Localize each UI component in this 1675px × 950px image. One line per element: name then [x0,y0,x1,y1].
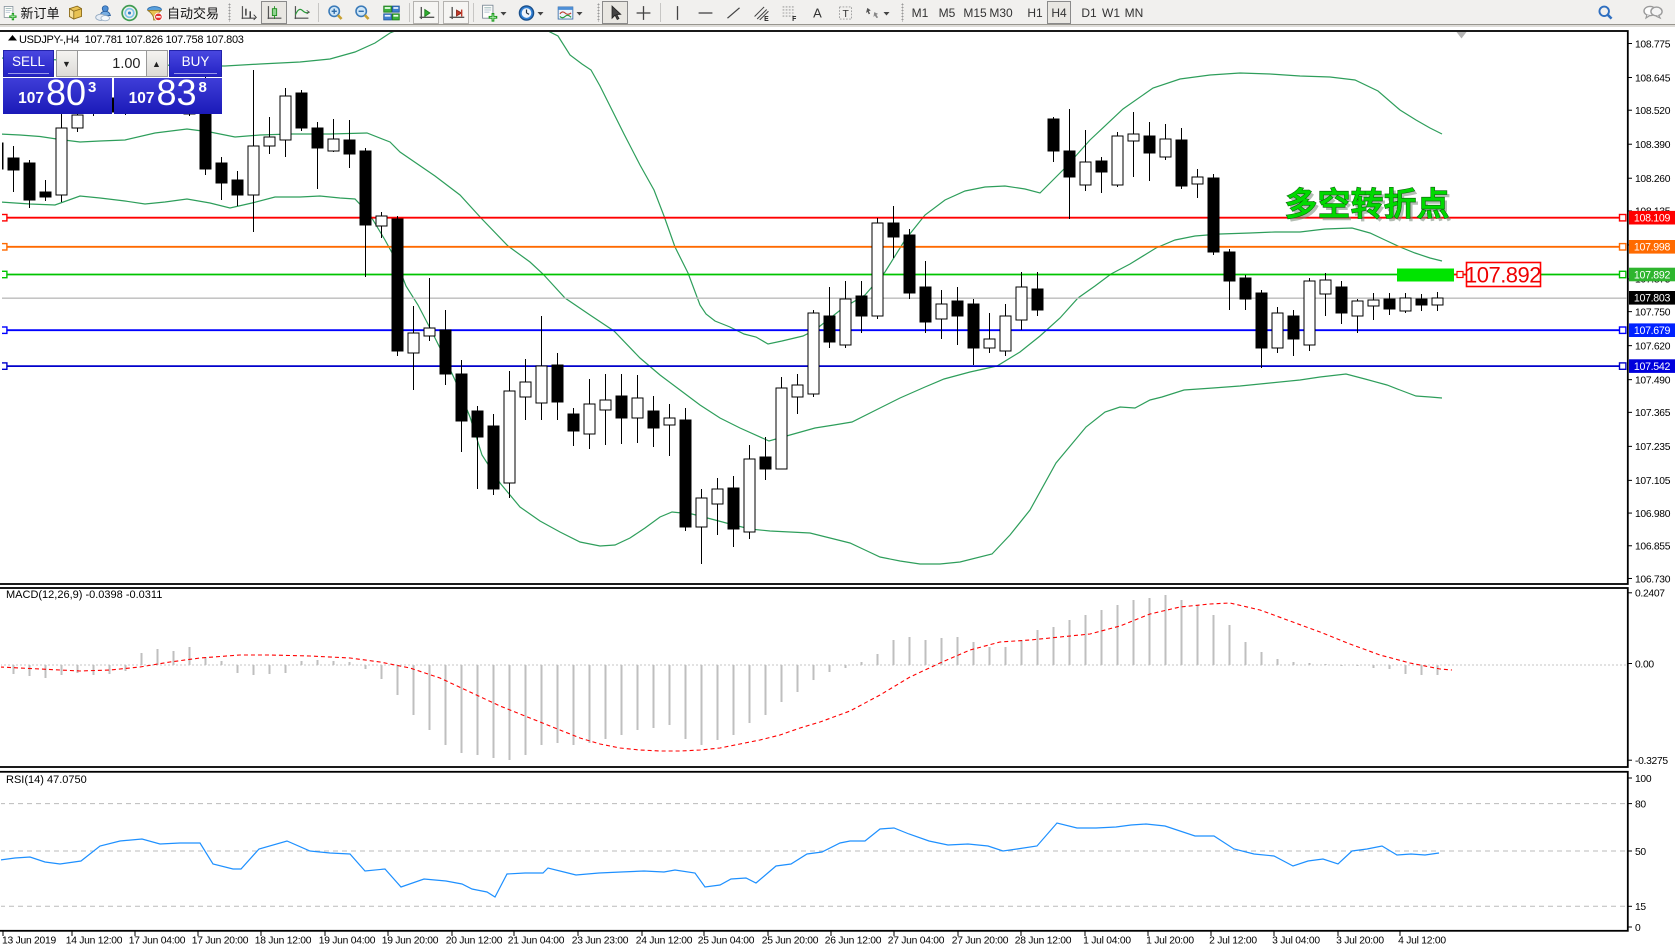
svg-text:19 Jun 20:00: 19 Jun 20:00 [382,936,439,947]
svg-text:24 Jun 12:00: 24 Jun 12:00 [636,936,693,947]
svg-text:1 Jul 20:00: 1 Jul 20:00 [1146,936,1194,947]
svg-text:0.00: 0.00 [1635,659,1654,670]
svg-text:108.260: 108.260 [1635,174,1671,185]
svg-text:80: 80 [1635,799,1646,810]
svg-text:108.390: 108.390 [1635,140,1671,151]
svg-text:0: 0 [1635,923,1641,934]
svg-text:25 Jun 04:00: 25 Jun 04:00 [698,936,755,947]
svg-text:23 Jun 23:00: 23 Jun 23:00 [572,936,629,947]
svg-text:E: E [764,15,769,22]
svg-text:108.645: 108.645 [1635,73,1671,84]
svg-text:100: 100 [1635,774,1652,785]
svg-text:108.520: 108.520 [1635,106,1671,117]
svg-text:107.750: 107.750 [1635,307,1671,318]
svg-text:107.620: 107.620 [1635,341,1671,352]
svg-text:107.105: 107.105 [1635,476,1671,487]
svg-text:3 Jul 04:00: 3 Jul 04:00 [1272,936,1320,947]
svg-text:27 Jun 04:00: 27 Jun 04:00 [888,936,945,947]
svg-text:3 Jul 20:00: 3 Jul 20:00 [1336,936,1384,947]
svg-text:1 Jul 04:00: 1 Jul 04:00 [1083,936,1131,947]
svg-text:USDJPY-,H4 107.781 107.826 10: USDJPY-,H4 107.781 107.826 107.758 107.8… [19,34,244,46]
svg-text:17 Jun 04:00: 17 Jun 04:00 [129,936,186,947]
svg-text:107.490: 107.490 [1635,375,1671,386]
svg-text:27 Jun 20:00: 27 Jun 20:00 [952,936,1009,947]
svg-text:21 Jun 04:00: 21 Jun 04:00 [508,936,565,947]
svg-text:25 Jun 20:00: 25 Jun 20:00 [762,936,819,947]
svg-text:20 Jun 12:00: 20 Jun 12:00 [446,936,503,947]
svg-text:107.365: 107.365 [1635,408,1671,419]
svg-text:107.892: 107.892 [1465,263,1541,288]
svg-text:108.109: 108.109 [1634,213,1671,225]
svg-text:106.980: 106.980 [1635,509,1671,520]
svg-text:106.855: 106.855 [1635,542,1671,553]
svg-text:多空转折点: 多空转折点 [1288,189,1453,225]
svg-text:18 Jun 12:00: 18 Jun 12:00 [255,936,312,947]
svg-text:T: T [842,8,849,19]
svg-text:F: F [792,16,796,23]
svg-text:28 Jun 12:00: 28 Jun 12:00 [1015,936,1072,947]
svg-text:19 Jun 04:00: 19 Jun 04:00 [319,936,376,947]
svg-text:17 Jun 20:00: 17 Jun 20:00 [192,936,249,947]
svg-text:13 Jun 2019: 13 Jun 2019 [2,936,56,947]
svg-text:2 Jul 12:00: 2 Jul 12:00 [1209,936,1257,947]
svg-text:106.730: 106.730 [1635,574,1671,585]
svg-text:4 Jul 12:00: 4 Jul 12:00 [1398,936,1446,947]
svg-text:107.892: 107.892 [1634,269,1671,281]
svg-text:A: A [813,5,822,20]
svg-text:50: 50 [1635,847,1646,858]
svg-text:107.679: 107.679 [1634,325,1671,337]
svg-text:107.803: 107.803 [1634,293,1671,305]
svg-text:14 Jun 12:00: 14 Jun 12:00 [66,936,123,947]
svg-text:RSI(14) 47.0750: RSI(14) 47.0750 [6,774,87,786]
svg-text:0.2407: 0.2407 [1635,589,1665,600]
svg-text:MACD(12,26,9) -0.0398 -0.0311: MACD(12,26,9) -0.0398 -0.0311 [6,589,162,601]
svg-text:多空转折点: 多空转折点 [1285,186,1450,222]
svg-text:107.235: 107.235 [1635,442,1671,453]
svg-text:108.775: 108.775 [1635,39,1671,50]
svg-text:107.998: 107.998 [1634,242,1671,254]
svg-text:26 Jun 12:00: 26 Jun 12:00 [825,936,882,947]
svg-text:107.542: 107.542 [1634,361,1671,373]
svg-text:15: 15 [1635,902,1646,913]
svg-text:-0.3275: -0.3275 [1635,756,1668,767]
